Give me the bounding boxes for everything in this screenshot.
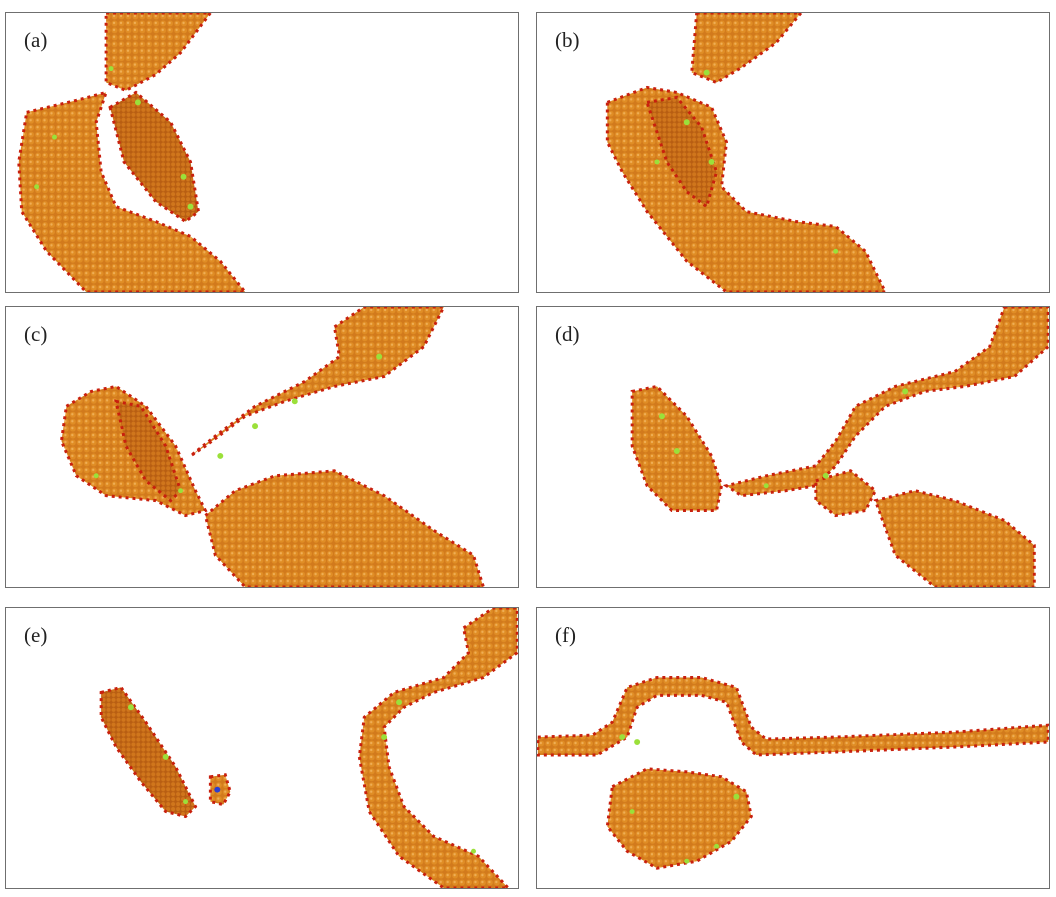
particle-image-c	[59, 307, 485, 587]
particle-image-a	[17, 13, 248, 292]
panel-b: (b)	[536, 12, 1050, 293]
panel-c: (c)	[5, 306, 519, 588]
particle-image-e	[99, 608, 518, 888]
panel-label-e: (e)	[24, 623, 48, 647]
panel-label-f: (f)	[555, 623, 576, 647]
panel-a: (a)	[5, 12, 519, 293]
particle-image-d	[630, 307, 1049, 587]
panel-label-d: (d)	[555, 322, 580, 346]
panel-label-c: (c)	[24, 322, 48, 346]
particle-image-f	[537, 676, 1049, 870]
panel-label-a: (a)	[24, 28, 48, 52]
panel-label-b: (b)	[555, 28, 580, 52]
panel-d: (d)	[536, 306, 1050, 588]
particle-image-b	[605, 13, 887, 292]
panel-e: (e)	[5, 607, 519, 889]
panel-f: (f)	[536, 607, 1050, 889]
